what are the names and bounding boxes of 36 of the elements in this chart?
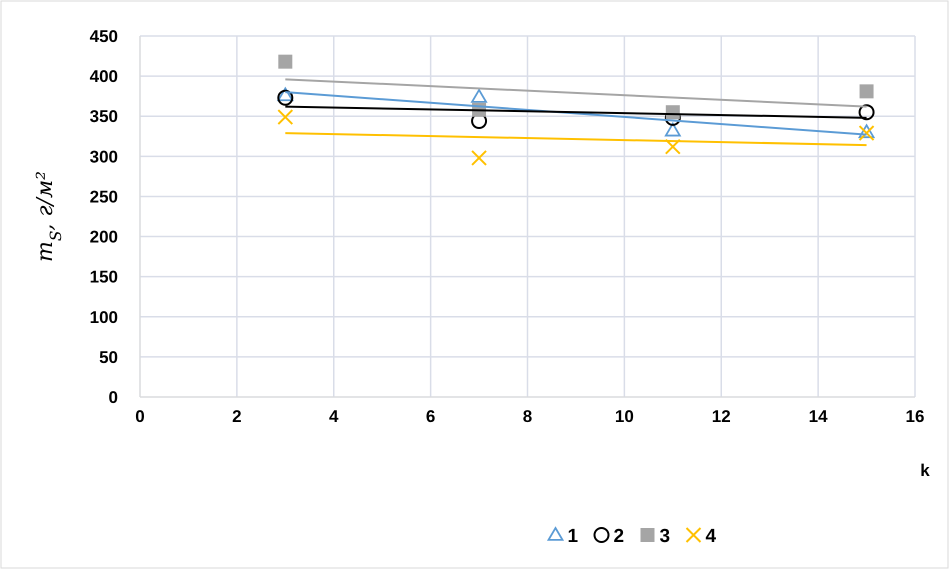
x-tick-label: 8	[522, 407, 532, 426]
point	[860, 84, 874, 98]
x-axis-title: k	[920, 461, 930, 480]
x-tick-label: 4	[329, 407, 340, 426]
x-tick-label: 2	[232, 407, 242, 426]
x-tick-label: 16	[906, 407, 924, 426]
point	[664, 122, 681, 136]
legend-label: 4	[706, 526, 716, 547]
legend-label: 2	[614, 526, 624, 547]
y-tick-label: 50	[99, 348, 118, 367]
y-tick-label: 150	[90, 268, 118, 287]
y-tick-label: 300	[90, 147, 118, 166]
point	[277, 90, 294, 106]
point	[471, 150, 488, 166]
point	[277, 87, 294, 102]
point	[858, 104, 875, 120]
x-tick-label: 14	[808, 407, 828, 426]
y-tick-label: 400	[90, 67, 118, 86]
legend-label: 3	[660, 526, 670, 547]
y-tick-label: 200	[90, 228, 118, 247]
point	[278, 54, 292, 69]
y-tick-label: 0	[108, 388, 118, 407]
x-tick-label: 12	[712, 407, 731, 426]
point	[664, 138, 681, 155]
point	[471, 89, 487, 103]
x-tick-label: 0	[135, 407, 145, 426]
y-tick-label: 450	[90, 27, 118, 46]
y-tick-label: 250	[90, 187, 118, 206]
x-tick-label: 6	[426, 407, 436, 426]
point	[277, 109, 294, 126]
y-tick-label: 100	[90, 308, 118, 327]
legend-label: 1	[568, 526, 578, 547]
point	[858, 125, 875, 142]
x-tick-label: 10	[614, 407, 634, 426]
y-tick-label: 350	[90, 107, 118, 126]
point	[858, 124, 874, 138]
